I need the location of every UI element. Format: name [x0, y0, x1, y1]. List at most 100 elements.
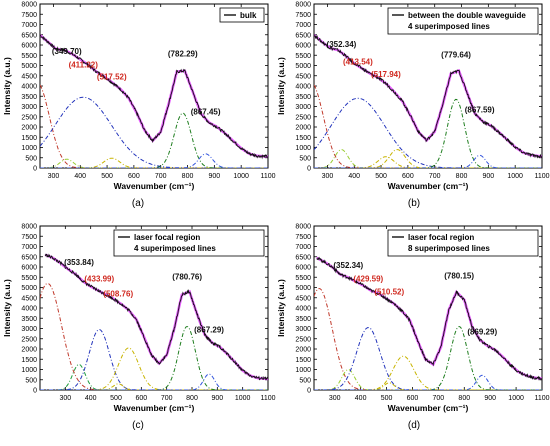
y-tick-label: 1500	[295, 135, 311, 142]
y-tick-label: 7500	[295, 234, 311, 241]
x-tick-label: 1100	[534, 173, 549, 180]
peak-label: (517.94)	[371, 70, 401, 79]
y-tick-label: 3500	[21, 316, 37, 323]
x-tick-label: 1100	[260, 173, 275, 180]
y-tick-label: 1000	[295, 367, 311, 374]
y-tick-label: 2500	[295, 114, 311, 121]
y-tick-label: 5500	[21, 53, 37, 60]
x-tick-label: 700	[429, 173, 441, 180]
y-tick-label: 6000	[295, 43, 311, 50]
panel-3: 0 500 1000 1500 2000 2500 3000 3500 4000 4500 5000…	[2, 224, 276, 432]
plot-area	[40, 253, 268, 390]
measured-spectrum-line	[40, 34, 268, 160]
x-tick-label: 800	[456, 173, 468, 180]
x-tick-label: 400	[74, 173, 86, 180]
x-axis-title: Wavenumber (cm⁻¹)	[388, 403, 469, 413]
x-tick-label: 500	[375, 173, 387, 180]
legend-entry: between the double waveguide	[408, 11, 526, 20]
y-tick-label: 8000	[21, 2, 37, 9]
y-tick-label: 3000	[295, 104, 311, 111]
y-tick-label: 7500	[21, 12, 37, 19]
y-tick-label: 1000	[295, 145, 311, 152]
plot-area	[40, 34, 268, 168]
legend-entry: 8 superimposed lines	[408, 244, 490, 253]
x-tick-label: 900	[209, 173, 221, 180]
y-tick-label: 4500	[295, 295, 311, 302]
y-tick-label: 4500	[295, 73, 311, 80]
x-tick-label: 800	[182, 173, 194, 180]
legend-entry: bulk	[240, 11, 257, 20]
x-tick-label: 700	[161, 395, 173, 402]
y-tick-label: 0	[307, 166, 311, 173]
peak-label: (352.34)	[333, 261, 363, 270]
legend-box	[387, 7, 539, 35]
measured-spectrum-line	[44, 253, 268, 381]
y-tick-label: 4000	[295, 84, 311, 91]
y-tick-label: 4500	[21, 73, 37, 80]
peak-label: (353.84)	[64, 258, 94, 267]
y-tick-label: 2000	[295, 125, 311, 132]
measured-spectrum-line	[314, 34, 542, 159]
y-tick-label: 5000	[21, 63, 37, 70]
legend-entry: laser focal region	[408, 233, 474, 242]
panel-label: (a)	[132, 198, 144, 209]
y-tick-label: 7000	[21, 22, 37, 29]
peak-label: (782.29)	[168, 49, 198, 58]
y-tick-label: 6500	[295, 32, 311, 39]
y-tick-label: 8000	[295, 2, 311, 9]
x-tick-label: 600	[128, 173, 140, 180]
y-tick-label: 8000	[295, 224, 311, 231]
x-tick-label: 500	[381, 395, 393, 402]
x-axis-title: Wavenumber (cm⁻¹)	[114, 403, 195, 413]
y-tick-label: 4000	[295, 306, 311, 313]
fit-component-line	[40, 158, 268, 168]
y-tick-label: 2000	[295, 347, 311, 354]
y-tick-label: 500	[25, 377, 37, 384]
y-tick-label: 7000	[295, 22, 311, 29]
peak-label: (869.29)	[467, 328, 497, 337]
x-tick-label: 500	[110, 395, 122, 402]
fit-component-line	[40, 153, 268, 168]
legend-box	[219, 7, 265, 23]
y-tick-label: 3500	[21, 94, 37, 101]
x-tick-label: 900	[483, 173, 495, 180]
x-tick-label: 500	[101, 173, 113, 180]
x-tick-label: 600	[402, 173, 414, 180]
y-tick-label: 3000	[21, 326, 37, 333]
fit-component-line	[314, 287, 542, 390]
y-tick-label: 5000	[21, 285, 37, 292]
fit-component-line	[40, 283, 268, 390]
y-tick-label: 7500	[295, 12, 311, 19]
y-tick-label: 3000	[21, 104, 37, 111]
x-tick-label: 400	[85, 395, 97, 402]
y-tick-label: 5000	[295, 285, 311, 292]
y-tick-label: 0	[33, 388, 37, 395]
y-tick-label: 2500	[295, 336, 311, 343]
plot-frame	[39, 3, 269, 169]
x-tick-label: 900	[211, 395, 223, 402]
y-tick-label: 0	[33, 166, 37, 173]
y-tick-label: 5500	[21, 275, 37, 282]
peak-label: (508.76)	[103, 290, 133, 299]
y-axis-title: Intensity (a.u.)	[276, 57, 286, 115]
x-tick-label: 1000	[507, 173, 523, 180]
y-tick-label: 7500	[21, 234, 37, 241]
y-tick-label: 5000	[295, 63, 311, 70]
y-tick-label: 7000	[295, 244, 311, 251]
peak-label: (780.76)	[172, 272, 202, 281]
x-tick-label: 300	[322, 173, 334, 180]
x-tick-label: 300	[59, 395, 71, 402]
y-tick-label: 3500	[295, 316, 311, 323]
legend-entry: laser focal region	[134, 233, 200, 242]
peak-label: (349.70)	[52, 47, 82, 56]
peak-label: (413.54)	[343, 57, 373, 66]
x-tick-label: 1000	[235, 395, 251, 402]
y-tick-label: 6500	[21, 32, 37, 39]
x-tick-label: 1000	[233, 173, 249, 180]
y-axis-title: Intensity (a.u.)	[276, 279, 286, 337]
y-tick-label: 3500	[295, 94, 311, 101]
y-tick-label: 6000	[21, 265, 37, 272]
x-tick-label: 700	[155, 173, 167, 180]
panel-1: 0 500 1000 1500 2000 2500 3000 3500 4000 4500 5000…	[2, 2, 276, 210]
